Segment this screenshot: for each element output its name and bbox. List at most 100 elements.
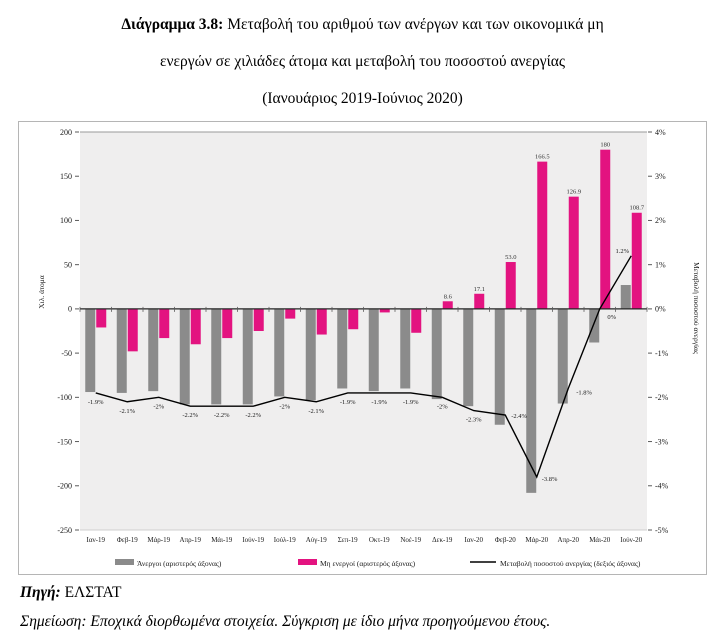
bar-unemployed	[368, 308, 379, 392]
combo-chart: Χιλ. άτομα Μεταβολή ποσοστού ανεργίας Άν…	[37, 128, 701, 568]
bar-value-label: 8.6	[444, 293, 453, 300]
bar-unemployed	[85, 308, 96, 393]
x-axis-label: Φεβ-19	[117, 536, 138, 544]
line-value-label: -2.4%	[511, 413, 527, 420]
line-value-label: -2%	[279, 403, 290, 410]
x-axis-label: Απρ-20	[558, 536, 580, 544]
bar-unemployed	[526, 308, 537, 493]
bar-inactive	[537, 161, 548, 309]
right-axis-tick-label: -1%	[655, 349, 669, 358]
left-axis-tick-label: -200	[57, 482, 72, 491]
right-axis-tick-label: 0%	[655, 305, 666, 314]
source-label: Πηγή:	[20, 584, 61, 601]
x-axis-label: Ιαν-20	[465, 536, 484, 544]
x-axis-label: Νοέ-19	[400, 536, 421, 544]
figure-title-text-1: Μεταβολή του αριθμού των ανέργων και των…	[223, 16, 604, 33]
line-value-label: -2.2%	[214, 412, 230, 419]
legend-label-inactive: Μη ενεργοί (αριστερός άξονας)	[320, 559, 416, 568]
right-axis-tick-label: -2%	[655, 393, 669, 402]
x-axis-label: Σεπ-19	[338, 536, 358, 544]
bar-unemployed	[116, 308, 127, 393]
bar-inactive	[474, 293, 485, 309]
source-value: ΕΛΣΤΑΤ	[60, 584, 122, 601]
bar-value-label: 17.1	[474, 286, 485, 293]
x-axis-label: Μάι-20	[589, 536, 611, 544]
bar-unemployed	[589, 308, 600, 343]
x-axis-label: Ιούλ-19	[274, 536, 297, 544]
line-value-label: 0%	[607, 314, 616, 321]
bar-unemployed	[557, 308, 568, 404]
source-line: Πηγή: ΕΛΣΤΑΤ	[20, 584, 725, 602]
bar-unemployed	[494, 308, 505, 425]
figure-title-line2: ενεργών σε χιλιάδες άτομα και μεταβολή τ…	[159, 53, 566, 70]
bar-inactive	[600, 149, 611, 309]
line-value-label: -2%	[437, 403, 448, 410]
bar-inactive	[411, 308, 422, 333]
x-axis-label: Οκτ-19	[369, 536, 390, 544]
bar-inactive	[316, 308, 327, 335]
x-axis-label: Μάρ-19	[147, 536, 170, 544]
bar-inactive	[222, 308, 233, 339]
line-value-label: -1.9%	[371, 399, 387, 406]
bar-inactive	[253, 308, 264, 331]
x-axis-label: Φεβ-20	[495, 536, 516, 544]
left-axis-title: Χιλ. άτομα	[37, 275, 46, 309]
left-axis-tick-label: 100	[60, 216, 72, 225]
x-axis-label: Ιαν-19	[87, 536, 106, 544]
note-line: Σημείωση: Εποχικά διορθωμένα στοιχεία. Σ…	[20, 613, 725, 631]
bar-unemployed	[337, 308, 348, 389]
bar-inactive	[442, 301, 453, 309]
bar-inactive	[285, 308, 296, 319]
bar-unemployed	[431, 308, 442, 400]
bar-value-label: 108.7	[629, 205, 644, 212]
x-axis-label: Ιούν-19	[242, 536, 264, 544]
bar-inactive	[631, 212, 642, 309]
legend-swatch-unemployed	[115, 559, 134, 565]
x-axis-label: Μάρ-20	[525, 536, 548, 544]
legend-label-rate-line: Μεταβολή ποσοστού ανεργίας (δεξιός άξονα…	[500, 559, 641, 568]
bar-unemployed	[400, 308, 411, 389]
figure-number: Διάγραμμα 3.8:	[121, 16, 224, 33]
left-axis-tick-label: -150	[57, 437, 72, 446]
note-label: Σημείωση:	[20, 613, 87, 630]
x-axis-label: Απρ-19	[180, 536, 202, 544]
plot-area	[80, 132, 647, 530]
left-axis-tick-label: -250	[57, 526, 72, 535]
x-axis-label: Δεκ-19	[432, 536, 453, 544]
figure-title-line1: Διάγραμμα 3.8: Μεταβολή του αριθμού των …	[0, 6, 725, 43]
right-axis-tick-label: 1%	[655, 260, 666, 269]
unemployment-rate-line	[95, 255, 632, 479]
line-value-label: -2.1%	[119, 408, 135, 415]
bar-unemployed	[463, 308, 474, 407]
line-value-label: 1.2%	[615, 248, 629, 255]
figure-title: Διάγραμμα 3.8: Μεταβολή του αριθμού των …	[0, 0, 725, 117]
line-value-label: -2.2%	[182, 412, 198, 419]
bar-value-label: 126.9	[566, 189, 581, 196]
bar-inactive	[348, 308, 359, 330]
right-axis-tick-label: -5%	[655, 526, 669, 535]
bar-unemployed	[211, 308, 222, 405]
bar-inactive	[190, 308, 201, 345]
bar-inactive	[505, 262, 516, 309]
line-value-label: -2.3%	[466, 417, 482, 424]
right-axis-tick-label: 4%	[655, 128, 666, 137]
bar-inactive	[159, 308, 170, 339]
bar-unemployed	[148, 308, 159, 392]
right-axis-tick-label: 3%	[655, 172, 666, 181]
chart-container: Χιλ. άτομα Μεταβολή ποσοστού ανεργίας Άν…	[18, 121, 707, 575]
left-axis-tick-label: 150	[60, 172, 72, 181]
line-value-label: -2.2%	[245, 412, 261, 419]
bar-value-label: 166.5	[535, 154, 550, 161]
bar-inactive	[379, 308, 390, 313]
bar-unemployed	[179, 308, 190, 405]
bar-value-label: 180	[600, 142, 610, 149]
left-axis-tick-label: 0	[68, 305, 72, 314]
left-axis-tick-label: 200	[60, 128, 72, 137]
right-axis-tick-label: -3%	[655, 437, 669, 446]
bar-inactive	[127, 308, 138, 352]
x-axis-label: Μάι-19	[211, 536, 233, 544]
right-axis-title: Μεταβολή ποσοστού ανεργίας	[692, 262, 701, 354]
left-axis-tick-label: -50	[61, 349, 72, 358]
bar-unemployed	[274, 308, 285, 397]
bar-unemployed	[242, 308, 253, 405]
